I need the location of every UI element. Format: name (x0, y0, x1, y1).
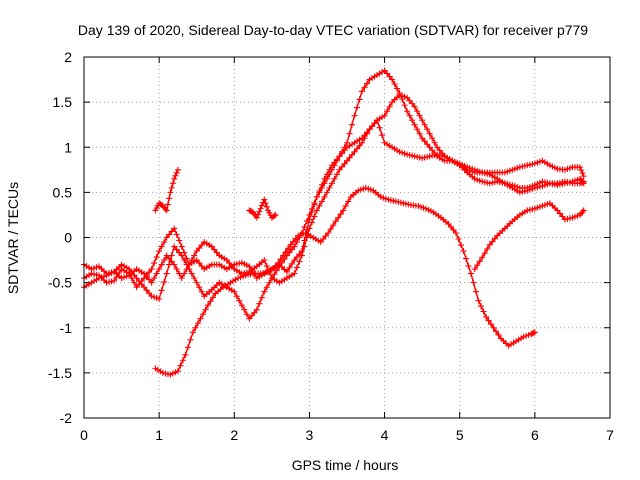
y-tick-label: -1.5 (48, 365, 72, 381)
data-point (465, 263, 471, 269)
series-track-6 (246, 197, 278, 221)
data-point (347, 131, 353, 137)
data-point (258, 206, 264, 212)
y-tick-label: -1 (60, 320, 73, 336)
data-point (349, 122, 355, 128)
y-tick-label: 1.5 (53, 94, 73, 110)
data-point (151, 260, 157, 266)
series-line (155, 188, 535, 375)
data-point (187, 337, 193, 343)
x-axis-label: GPS time / hours (292, 457, 399, 473)
series-layer (81, 68, 587, 378)
x-tick-label: 2 (230, 427, 238, 443)
x-tick-label: 1 (155, 427, 163, 443)
data-point (458, 242, 464, 248)
data-point (357, 96, 363, 102)
data-point (256, 301, 262, 307)
data-point (170, 180, 176, 186)
data-point (463, 256, 469, 262)
data-point (402, 102, 408, 108)
data-point (460, 248, 466, 254)
data-point (180, 357, 186, 363)
y-tick-label: 1 (64, 139, 72, 155)
data-point (354, 105, 360, 111)
x-tick-label: 5 (456, 427, 464, 443)
y-tick-label: 0.5 (53, 184, 73, 200)
series-line (475, 203, 584, 269)
data-point (159, 287, 165, 293)
x-tick-label: 0 (80, 427, 88, 443)
data-point (473, 289, 479, 295)
data-point (171, 176, 177, 182)
data-point (175, 167, 181, 173)
data-point (455, 236, 461, 242)
data-point (264, 204, 270, 210)
data-point (154, 254, 160, 260)
data-point (167, 189, 173, 195)
data-point (478, 303, 484, 309)
data-point (468, 271, 474, 277)
data-point (172, 173, 178, 179)
series-track-1 (152, 185, 537, 378)
data-point (311, 200, 317, 206)
data-point (259, 295, 265, 301)
data-point (261, 197, 267, 203)
data-point (294, 265, 300, 271)
data-point (179, 244, 185, 250)
data-point (164, 271, 170, 277)
series-line (84, 95, 584, 283)
data-point (177, 363, 183, 369)
series-track-3 (81, 68, 587, 322)
data-point (182, 352, 188, 358)
y-tick-label: 0 (64, 230, 72, 246)
y-axis-label: SDTVAR / TECUs (5, 182, 21, 294)
y-tick-label: 2 (64, 49, 72, 65)
data-point (470, 280, 476, 286)
chart-title: Day 139 of 2020, Sidereal Day-to-day VTE… (78, 22, 588, 38)
data-point (185, 344, 191, 350)
series-track-5 (152, 167, 181, 214)
series-track-7 (472, 200, 587, 272)
plot-frame (84, 57, 610, 418)
data-point (169, 185, 175, 191)
data-point (174, 170, 180, 176)
data-point (176, 238, 182, 244)
data-point (352, 113, 358, 119)
data-point (166, 195, 172, 201)
grid-lines (84, 57, 610, 418)
x-tick-label: 6 (531, 427, 539, 443)
data-point (476, 298, 482, 304)
data-point (161, 279, 167, 285)
data-point (481, 309, 487, 315)
y-tick-label: -2 (60, 410, 73, 426)
sdtvar-chart: Day 139 of 2020, Sidereal Day-to-day VTE… (0, 0, 640, 480)
data-point (174, 231, 180, 237)
x-tick-label: 4 (381, 427, 389, 443)
data-point (579, 170, 585, 176)
x-tick-label: 3 (306, 427, 314, 443)
x-tick-label: 7 (606, 427, 614, 443)
data-point (377, 125, 383, 131)
data-point (578, 167, 584, 173)
y-tick-label: -0.5 (48, 275, 72, 291)
